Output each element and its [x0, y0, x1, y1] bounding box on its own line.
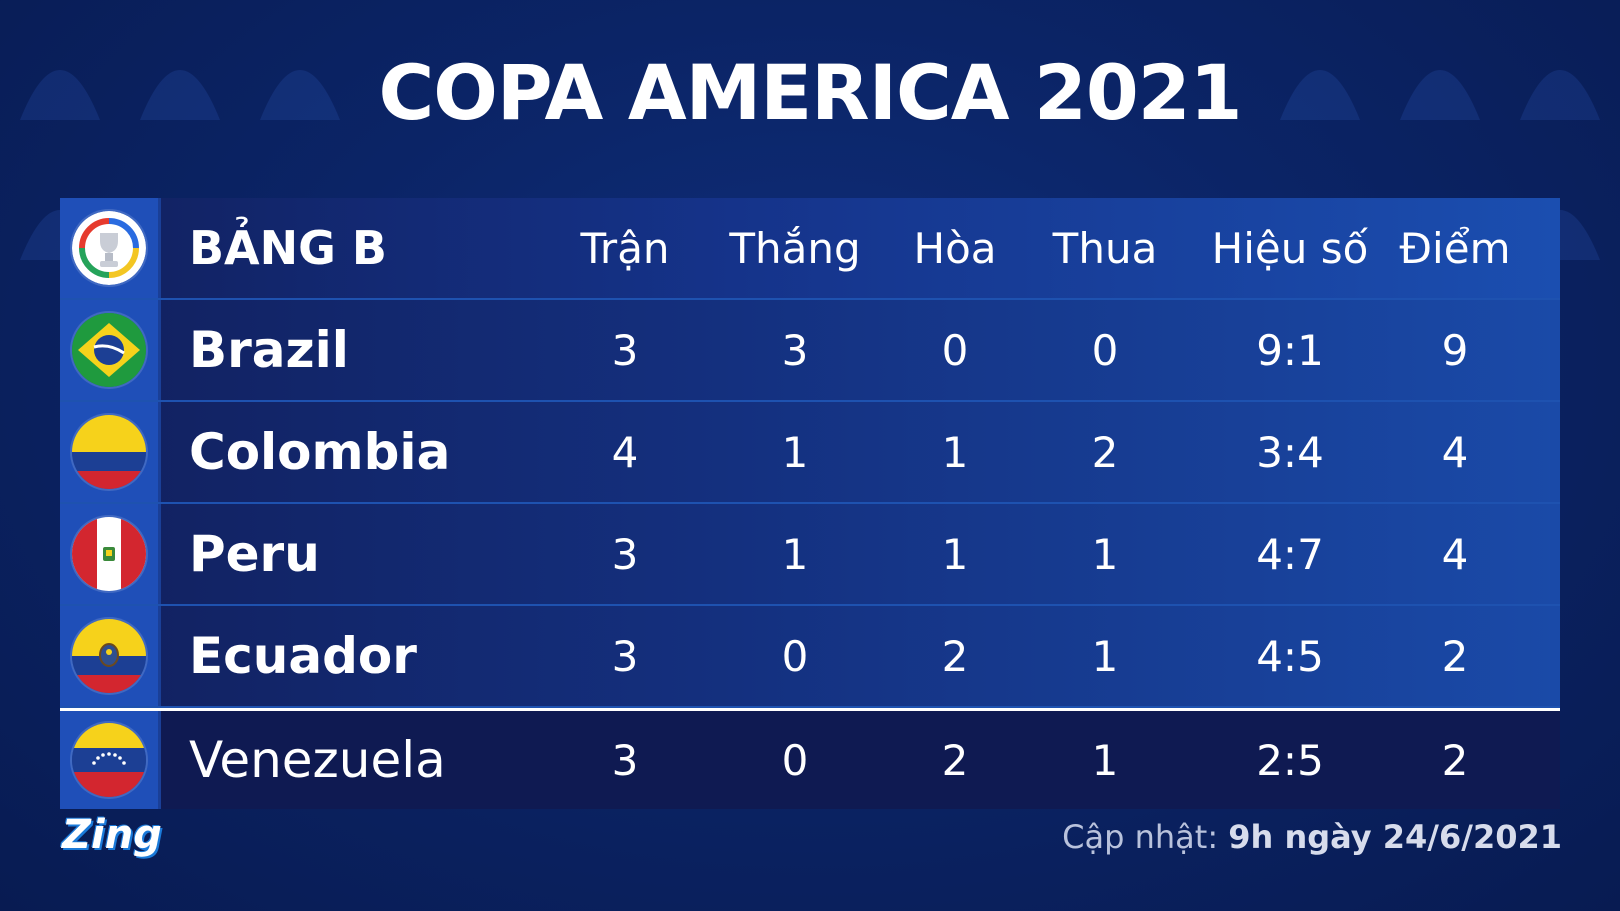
- wins-value: 3: [781, 325, 809, 375]
- losses-value: 1: [1091, 631, 1119, 681]
- points-value: 9: [1441, 325, 1469, 375]
- points-value: 2: [1441, 631, 1469, 681]
- goal-difference-value: 4:5: [1256, 631, 1324, 681]
- brazil-flag-icon: [72, 313, 146, 387]
- standings-table: BẢNG B Trận Thắng Hòa Thua Hiệu số Điểm …: [60, 198, 1560, 809]
- table-row: Venezuela 3 0 2 1 2:5 2: [60, 708, 1560, 809]
- venezuela-flag-icon: [72, 723, 146, 797]
- matches-value: 4: [611, 427, 639, 477]
- draws-value: 1: [941, 427, 969, 477]
- update-timestamp: Cập nhật: 9h ngày 24/6/2021: [1062, 818, 1562, 856]
- team-name: Colombia: [189, 423, 451, 481]
- goal-difference-value: 9:1: [1256, 325, 1324, 375]
- group-label: BẢNG B: [189, 221, 387, 275]
- team-name: Peru: [189, 525, 320, 583]
- column-header-wins: Thắng: [729, 223, 861, 273]
- goal-difference-value: 2:5: [1256, 735, 1324, 785]
- ecuador-flag-icon: [72, 619, 146, 693]
- draws-value: 2: [941, 735, 969, 785]
- table-row: Peru 3 1 1 1 4:7 4: [60, 504, 1560, 606]
- draws-value: 0: [941, 325, 969, 375]
- goal-difference-value: 4:7: [1256, 529, 1324, 579]
- colombia-flag-icon: [72, 415, 146, 489]
- column-header-losses: Thua: [1052, 223, 1158, 273]
- matches-value: 3: [611, 735, 639, 785]
- team-name: Brazil: [189, 321, 349, 379]
- losses-value: 0: [1091, 325, 1119, 375]
- team-name: Ecuador: [189, 627, 417, 685]
- draws-value: 2: [941, 631, 969, 681]
- table-row: Brazil 3 3 0 0 9:1 9: [60, 300, 1560, 402]
- peru-flag-icon: [72, 517, 146, 591]
- copa-america-trophy-icon: [72, 211, 146, 285]
- matches-value: 3: [611, 631, 639, 681]
- update-value: 9h ngày 24/6/2021: [1228, 818, 1562, 856]
- column-header-points: Điểm: [1399, 223, 1511, 273]
- losses-value: 1: [1091, 529, 1119, 579]
- wins-value: 0: [781, 735, 809, 785]
- points-value: 4: [1441, 529, 1469, 579]
- wins-value: 1: [781, 427, 809, 477]
- losses-value: 1: [1091, 735, 1119, 785]
- team-name: Venezuela: [189, 731, 446, 789]
- table-header-row: BẢNG B Trận Thắng Hòa Thua Hiệu số Điểm: [60, 198, 1560, 300]
- table-row: Colombia 4 1 1 2 3:4 4: [60, 402, 1560, 504]
- wins-value: 1: [781, 529, 809, 579]
- matches-value: 3: [611, 529, 639, 579]
- draws-value: 1: [941, 529, 969, 579]
- zing-logo: Zing: [62, 812, 162, 858]
- column-header-matches: Trận: [580, 223, 670, 273]
- column-header-draws: Hòa: [913, 223, 997, 273]
- points-value: 2: [1441, 735, 1469, 785]
- table-row: Ecuador 3 0 2 1 4:5 2: [60, 606, 1560, 708]
- losses-value: 2: [1091, 427, 1119, 477]
- wins-value: 0: [781, 631, 809, 681]
- column-header-goal-difference: Hiệu số: [1211, 223, 1369, 273]
- goal-difference-value: 3:4: [1256, 427, 1324, 477]
- page-title: COPA AMERICA 2021: [378, 48, 1242, 137]
- matches-value: 3: [611, 325, 639, 375]
- points-value: 4: [1441, 427, 1469, 477]
- update-label: Cập nhật:: [1062, 818, 1219, 856]
